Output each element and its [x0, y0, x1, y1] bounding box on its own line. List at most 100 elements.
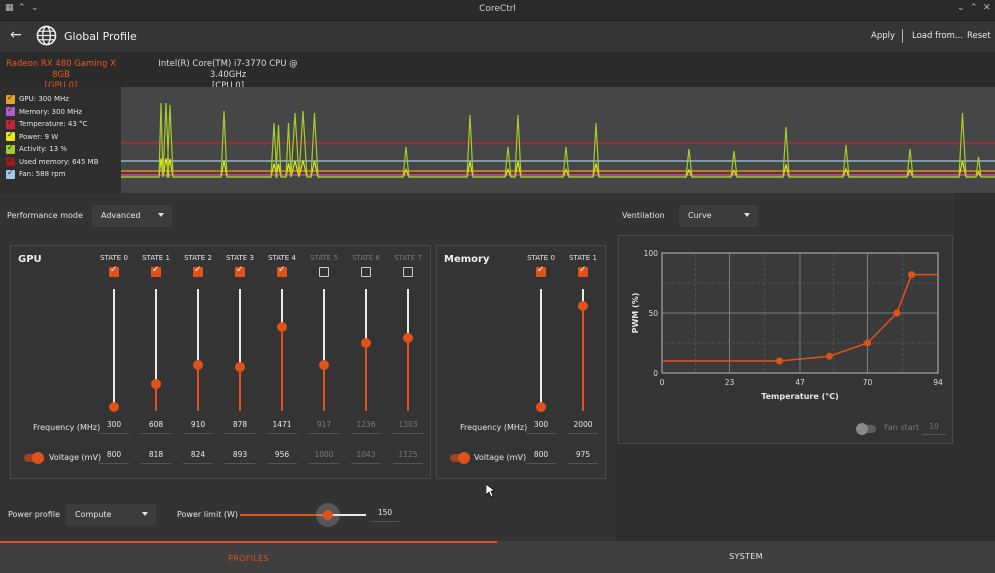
state-slider-handle[interactable] [536, 402, 546, 413]
sensor-graph-panel: GPU: 300 MHz Memory: 300 MHz Temperature: … [0, 87, 995, 193]
tab-profiles[interactable]: PROFILES [0, 541, 497, 573]
state-voltage[interactable]: 975 [568, 450, 598, 464]
fan-curve-point[interactable] [864, 339, 872, 347]
chevron-down-icon[interactable]: ⌄ [31, 3, 39, 13]
state-checkbox[interactable] [193, 265, 203, 277]
x-tick-label: 0 [660, 378, 665, 387]
fan-start-value[interactable]: 10 [922, 422, 946, 435]
state-checkbox[interactable] [109, 265, 119, 277]
tab-system[interactable]: SYSTEM [729, 552, 763, 561]
state-label: STATE 2 [184, 254, 212, 262]
state-frequency[interactable]: 1303 [393, 420, 423, 434]
state-label: STATE 6 [352, 254, 380, 262]
state-checkbox[interactable] [319, 267, 329, 277]
legend-checkbox[interactable] [6, 130, 15, 142]
power-profile-value: Compute [75, 510, 112, 519]
close-icon[interactable]: ✕ [983, 3, 991, 13]
state-frequency[interactable]: 878 [225, 420, 255, 434]
state-voltage[interactable]: 956 [267, 450, 297, 464]
state-slider-handle[interactable] [361, 337, 371, 348]
legend-item[interactable]: Used memory: 645 MB [6, 155, 121, 169]
tab-cpu-device[interactable]: Intel(R) Core(TM) i7-3770 CPU @ 3.40GHz … [146, 52, 310, 91]
legend-item[interactable]: GPU: 300 MHz [6, 93, 121, 106]
load-from-button[interactable]: Load from... [912, 31, 963, 41]
legend-checkbox[interactable] [6, 105, 15, 117]
state-voltage[interactable]: 818 [141, 450, 171, 464]
gpu-states-group: GPU STATE 0 300 800 STATE 1 608 818 STATE 2 910… [10, 245, 431, 479]
x-tick-label: 70 [863, 378, 873, 387]
legend-item[interactable]: Fan: 588 rpm [6, 168, 121, 181]
fan-curve-point[interactable] [908, 271, 916, 279]
legend-item[interactable]: Activity: 13 % [6, 143, 121, 156]
minimize-icon[interactable]: ⌄ [957, 3, 965, 13]
state-checkbox[interactable] [277, 265, 287, 277]
state-checkbox[interactable] [578, 265, 588, 277]
state-voltage[interactable]: 893 [225, 450, 255, 464]
globe-icon [36, 25, 57, 46]
slider-handle[interactable] [323, 510, 334, 520]
state-checkbox[interactable] [361, 267, 371, 277]
voltage-toggle[interactable] [24, 452, 44, 464]
legend-checkbox[interactable] [6, 93, 15, 104]
state-frequency[interactable]: 1471 [267, 420, 297, 434]
state-checkbox[interactable] [235, 265, 245, 277]
state-slider-handle[interactable] [235, 362, 245, 373]
state-voltage[interactable]: 1125 [393, 450, 423, 464]
state-checkbox[interactable] [536, 265, 546, 277]
legend-checkbox[interactable] [6, 118, 15, 129]
state-checkbox[interactable] [151, 265, 161, 277]
state-slider-handle[interactable] [151, 379, 161, 390]
state-frequency[interactable]: 910 [183, 420, 213, 434]
state-voltage[interactable]: 824 [183, 450, 213, 464]
state-frequency[interactable]: 917 [309, 420, 339, 434]
tab-gpu-device[interactable]: Radeon RX 480 Gaming X 8GB [GPU 0] [2, 52, 120, 91]
fan-curve-point[interactable] [893, 309, 901, 317]
state-slider-handle[interactable] [277, 321, 287, 332]
performance-mode-select[interactable]: Advanced [92, 205, 172, 227]
state-frequency[interactable]: 300 [526, 420, 556, 434]
legend-checkbox[interactable] [6, 155, 15, 167]
state-frequency[interactable]: 300 [99, 420, 129, 434]
ventilation-mode-select[interactable]: Curve [679, 205, 758, 227]
shade-icon[interactable]: ⌃ [18, 3, 26, 13]
ventilation-mode-value: Curve [688, 211, 712, 220]
state-slider-handle[interactable] [319, 359, 329, 370]
voltage-toggle[interactable] [450, 452, 470, 464]
device-tabs: Radeon RX 480 Gaming X 8GB [GPU 0] Intel… [0, 52, 995, 124]
power-profile-select[interactable]: Compute [66, 504, 156, 526]
state-voltage[interactable]: 800 [99, 450, 129, 464]
profile-header: ← Global Profile Apply Load from... Rese… [0, 21, 995, 52]
state-slider-handle[interactable] [193, 359, 203, 370]
state-voltage[interactable]: 800 [526, 450, 556, 464]
apply-button[interactable]: Apply [871, 31, 895, 41]
app-menu-icon[interactable]: ▦ [5, 3, 14, 13]
legend-item[interactable]: Power: 9 W [6, 130, 121, 144]
state-voltage[interactable]: 1000 [309, 450, 339, 464]
state-checkbox[interactable] [403, 267, 413, 277]
toggle-knob [856, 423, 868, 435]
power-limit-slider[interactable] [240, 503, 366, 527]
state-slider-handle[interactable] [578, 301, 588, 312]
state-frequency[interactable]: 608 [141, 420, 171, 434]
legend-item[interactable]: Memory: 300 MHz [6, 105, 121, 119]
state-frequency[interactable]: 1236 [351, 420, 381, 434]
fan-curve-chart[interactable]: 0 23 47 70 94 0 50 100 Temperature (°C) PWM (%) [619, 236, 954, 445]
fan-curve-point[interactable] [775, 357, 783, 365]
y-axis-label: PWM (%) [631, 293, 640, 334]
x-axis-label: Temperature (°C) [761, 392, 839, 401]
state-slider-track [323, 289, 325, 411]
back-arrow-icon[interactable]: ← [10, 27, 22, 43]
fan-curve-point[interactable] [825, 352, 833, 360]
fan-start-toggle[interactable] [856, 423, 876, 435]
state-voltage[interactable]: 1043 [351, 450, 381, 464]
state-slider-handle[interactable] [403, 332, 413, 343]
legend-checkbox[interactable] [6, 143, 15, 154]
state-slider-handle[interactable] [109, 402, 119, 413]
legend-item[interactable]: Temperature: 43 °C [6, 118, 121, 131]
state-frequency[interactable]: 2000 [568, 420, 598, 434]
ventilation-panel: Ventilation Curve 0 23 47 70 94 0 50 100 Tempera… [616, 193, 954, 444]
reset-button[interactable]: Reset [967, 31, 991, 41]
maximize-icon[interactable]: ⌃ [970, 3, 978, 13]
voltage-label: Voltage (mV) [49, 453, 102, 462]
legend-checkbox[interactable] [6, 168, 15, 179]
